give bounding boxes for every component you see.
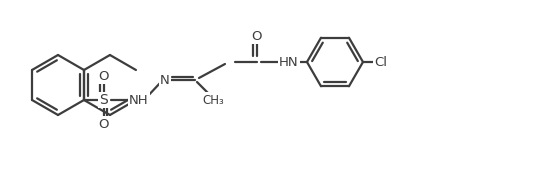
Text: HN: HN xyxy=(279,55,299,68)
Text: O: O xyxy=(252,30,262,43)
Text: O: O xyxy=(99,117,109,131)
Text: Cl: Cl xyxy=(374,55,387,68)
Text: CH₃: CH₃ xyxy=(202,93,224,107)
Text: S: S xyxy=(100,93,109,107)
Text: O: O xyxy=(99,69,109,82)
Text: N: N xyxy=(160,74,170,86)
Text: NH: NH xyxy=(129,93,149,107)
